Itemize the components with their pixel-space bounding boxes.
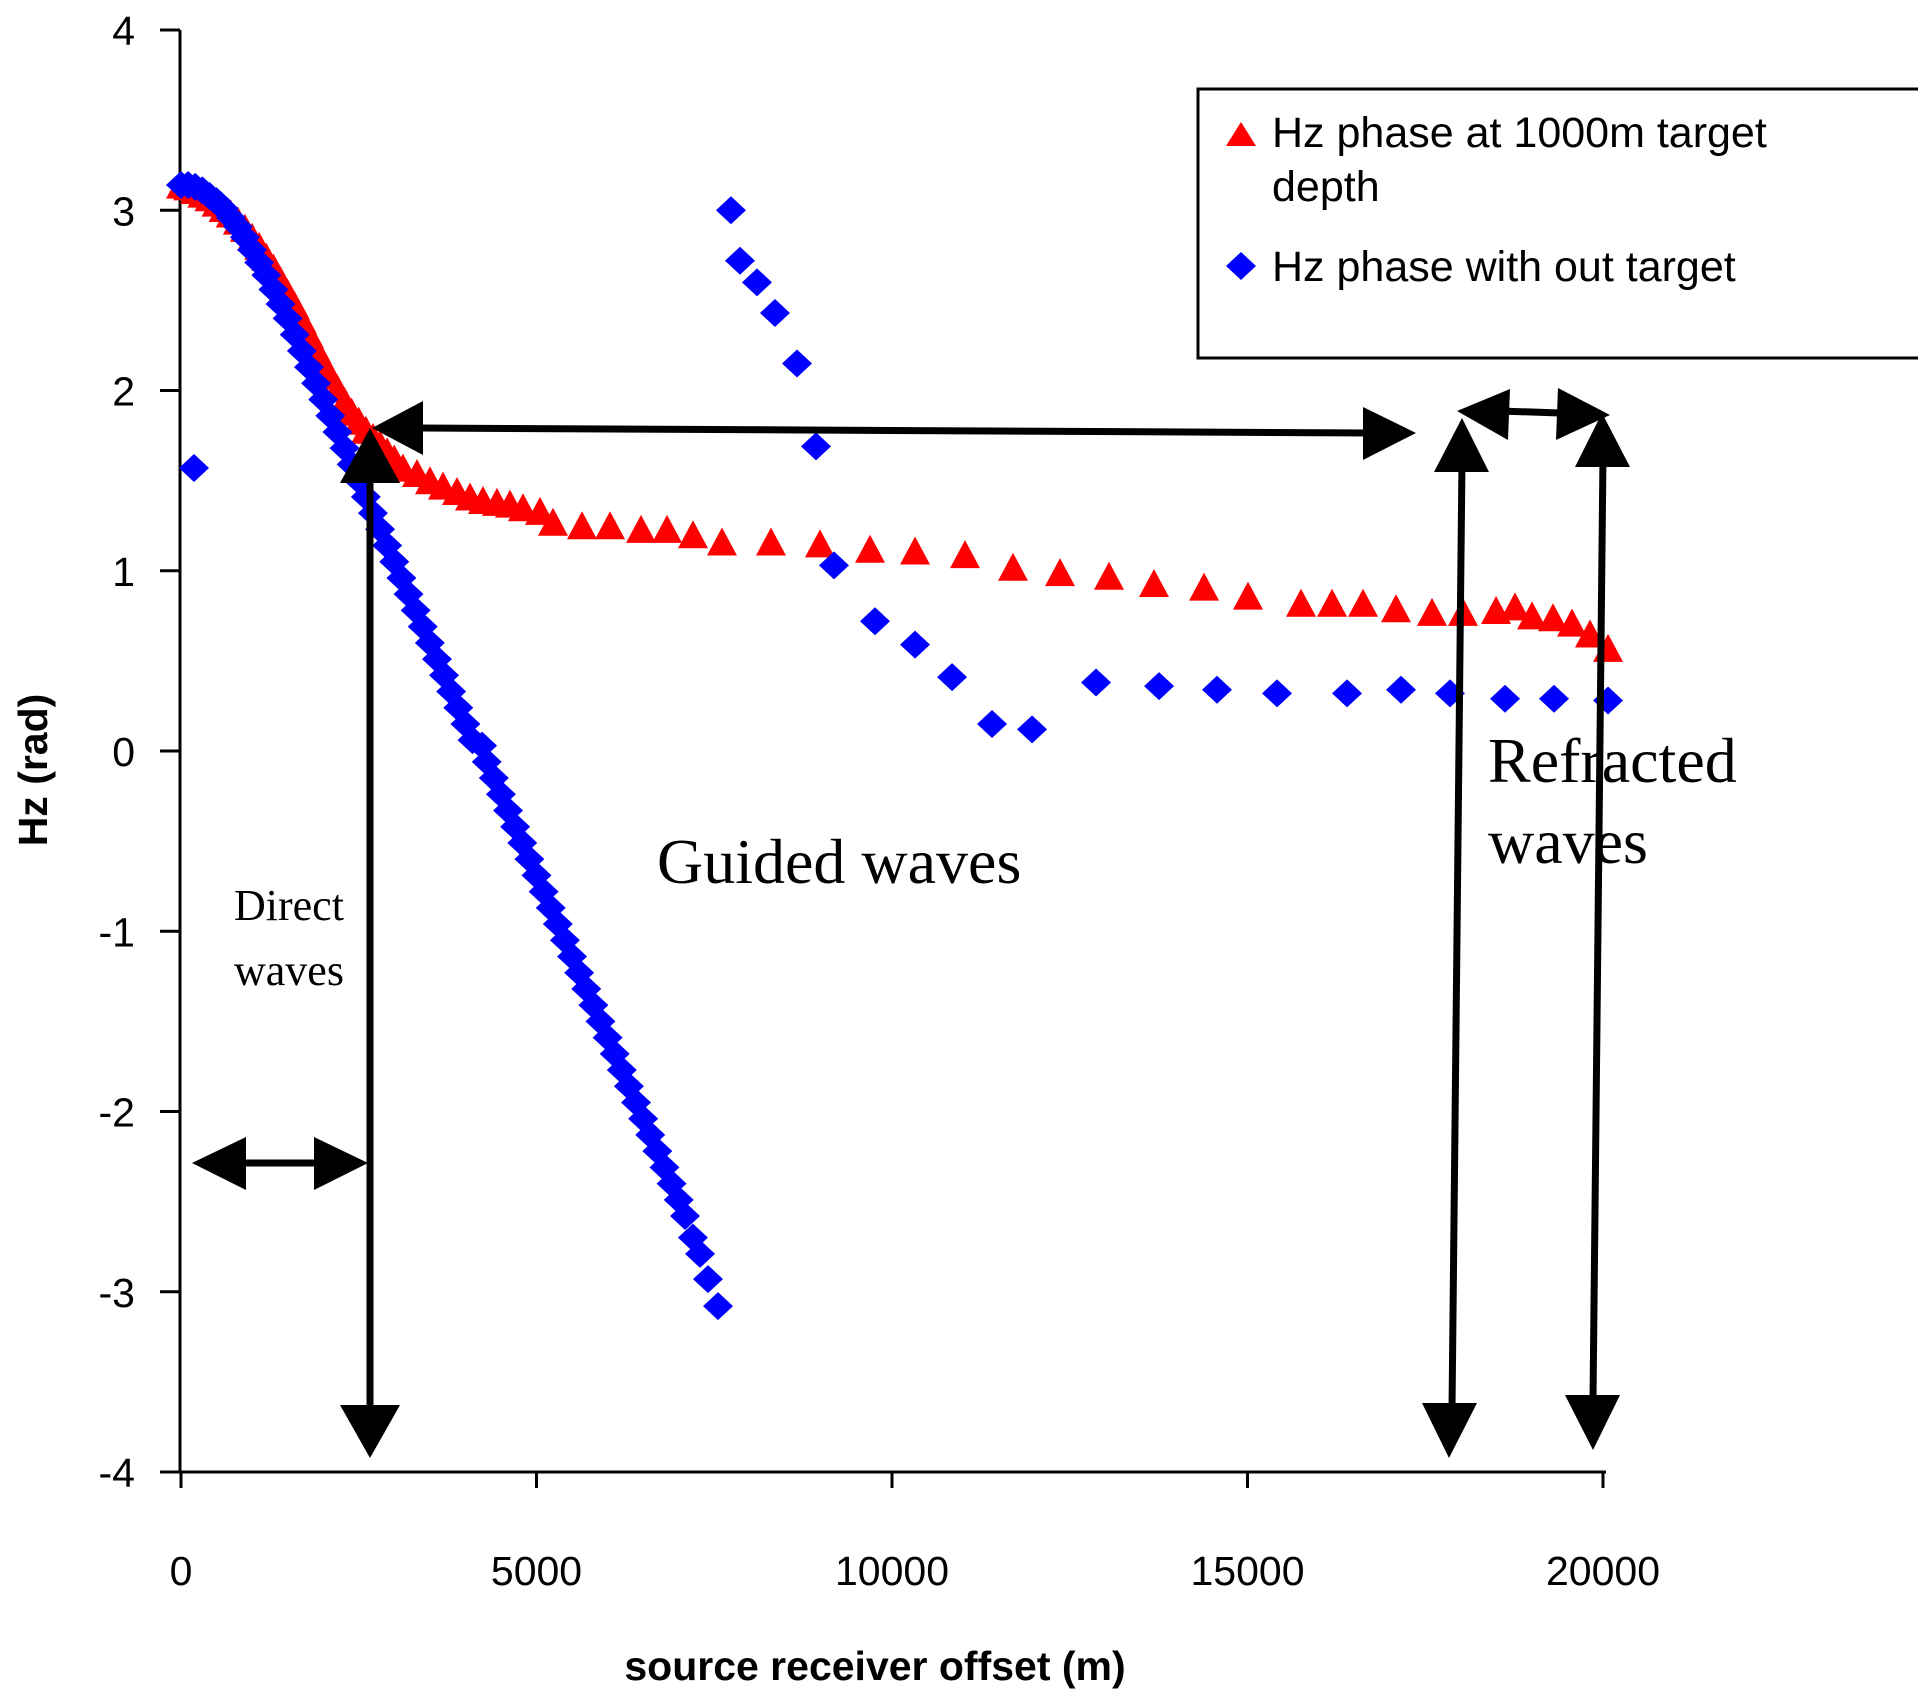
- data-point-target: [706, 527, 737, 556]
- data-point-target: [1286, 588, 1317, 617]
- data-point-no-target: [1539, 684, 1570, 713]
- data-point-target: [507, 493, 538, 522]
- data-point-no-target: [692, 1265, 723, 1294]
- annotation-refracted-line2: waves: [1488, 806, 1648, 877]
- data-point-no-target: [715, 196, 746, 225]
- x-tick-label: 0: [170, 1548, 193, 1594]
- data-point-target: [804, 529, 835, 558]
- data-point-no-target: [800, 432, 831, 461]
- data-point-no-target: [1332, 679, 1363, 708]
- y-ticks: 4 3 2 1 0 -1 -2 -3 -4: [99, 8, 180, 1496]
- annotation-guided: Guided waves: [657, 826, 1021, 897]
- arrow-direct-range: [192, 1137, 368, 1190]
- data-point-no-target: [1081, 668, 1112, 697]
- data-point-no-target: [1017, 715, 1048, 744]
- data-point-target: [1093, 561, 1124, 590]
- data-point-target: [1417, 597, 1448, 626]
- axes: 4 3 2 1 0 -1 -2 -3 -4 0 5000 10000 15000 20000: [99, 8, 1660, 1594]
- y-tick-label: -1: [99, 909, 135, 955]
- arrow-refracted-range: [1457, 388, 1610, 440]
- data-point-target: [950, 540, 981, 569]
- data-point-target: [1348, 588, 1379, 617]
- data-point-target: [677, 520, 708, 549]
- divider-refracted-end: [1565, 413, 1630, 1450]
- legend-box: [1196, 87, 1918, 360]
- data-point-target: [755, 527, 786, 556]
- arrowhead-down: [340, 1405, 400, 1458]
- data-point-no-target: [1144, 672, 1175, 701]
- data-point-no-target: [782, 349, 813, 378]
- x-tick-label: 15000: [1190, 1548, 1304, 1594]
- annotation-arrows: [192, 388, 1630, 1458]
- y-tick-label: -4: [99, 1450, 135, 1496]
- data-point-target: [652, 514, 683, 543]
- x-axis-title: source receiver offset (m): [624, 1643, 1125, 1689]
- y-tick-label: 1: [112, 549, 135, 595]
- data-point-target: [900, 536, 931, 565]
- data-point-target: [998, 552, 1029, 581]
- y-tick-label: -2: [99, 1090, 135, 1136]
- x-tick-label: 10000: [835, 1548, 949, 1594]
- x-ticks: 0 5000 10000 15000 20000: [170, 1472, 1660, 1594]
- data-point-target: [1139, 568, 1170, 597]
- data-point-no-target: [670, 1202, 701, 1231]
- data-point-target: [1381, 594, 1412, 623]
- data-point-no-target: [724, 246, 755, 275]
- data-point-target: [567, 511, 598, 540]
- data-point-target: [1232, 581, 1263, 610]
- data-point-target: [524, 496, 555, 525]
- data-point-no-target: [1386, 675, 1417, 704]
- legend-label-no-target: Hz phase with out target: [1272, 243, 1736, 291]
- data-point-target: [1538, 603, 1569, 632]
- data-point-target: [1045, 558, 1076, 587]
- series-no-target: [166, 171, 1624, 1321]
- data-point-target: [537, 507, 568, 536]
- x-tick-label: 20000: [1546, 1548, 1660, 1594]
- data-point-target: [1574, 619, 1605, 648]
- y-axis-title: Hz (rad): [10, 694, 56, 847]
- arrow-guided-range: [372, 401, 1416, 460]
- legend-label-target-line1: Hz phase at 1000m target: [1272, 109, 1767, 157]
- data-point-no-target: [1490, 684, 1521, 713]
- data-point-target: [1317, 588, 1348, 617]
- divider-guided-refracted: [1422, 418, 1489, 1458]
- data-point-no-target: [860, 607, 891, 636]
- data-point-target: [1499, 592, 1530, 621]
- annotation-direct-line2: waves: [234, 946, 344, 995]
- data-point-no-target: [818, 551, 849, 580]
- data-point-no-target: [977, 709, 1008, 738]
- data-point-no-target: [685, 1239, 716, 1268]
- y-tick-label: 3: [112, 188, 135, 234]
- annotation-direct-line1: Direct: [234, 881, 344, 930]
- x-tick-label: 5000: [491, 1548, 582, 1594]
- data-point-no-target: [900, 630, 931, 659]
- data-point-target: [626, 514, 657, 543]
- y-tick-label: 0: [112, 729, 135, 775]
- legend-diamond-icon: [1226, 252, 1256, 280]
- divider-direct-guided: [340, 428, 400, 1458]
- arrowhead-up: [340, 428, 400, 483]
- data-point-target: [1517, 601, 1548, 630]
- data-point-target: [1557, 608, 1588, 637]
- legend: Hz phase at 1000m target depth Hz phase …: [1196, 87, 1918, 360]
- data-point-no-target: [759, 298, 790, 327]
- legend-triangle-icon: [1226, 122, 1256, 146]
- data-point-target: [595, 511, 626, 540]
- y-tick-label: 4: [112, 8, 135, 54]
- data-point-no-target: [703, 1292, 734, 1321]
- data-point-no-target: [937, 663, 968, 692]
- legend-label-target-line2: depth: [1272, 163, 1380, 211]
- data-point-no-target: [741, 268, 772, 297]
- data-point-no-target: [1262, 679, 1293, 708]
- y-tick-label: -3: [99, 1270, 135, 1316]
- data-point-target: [855, 534, 886, 563]
- annotations: Direct waves Guided waves Refracted wave…: [234, 725, 1737, 995]
- data-point-no-target: [179, 454, 210, 483]
- data-point-target: [1189, 572, 1220, 601]
- data-point-no-target: [1201, 675, 1232, 704]
- annotation-refracted-line1: Refracted: [1488, 725, 1737, 796]
- y-tick-label: 2: [112, 369, 135, 415]
